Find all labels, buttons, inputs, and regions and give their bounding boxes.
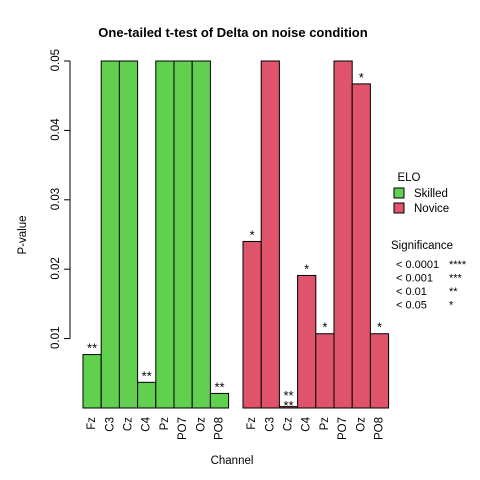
significance-threshold: < 0.0001 xyxy=(396,259,439,271)
x-tick-label: Fz xyxy=(86,417,98,430)
y-axis-label: P-value xyxy=(17,216,29,255)
x-tick-label: C3 xyxy=(264,417,276,432)
legend-swatch-skilled xyxy=(393,187,405,199)
significance-stars: **** xyxy=(449,259,467,271)
x-tick-label: PO7 xyxy=(177,417,189,440)
bar-skilled-po7 xyxy=(173,60,193,409)
significance-mark: ** xyxy=(87,341,97,356)
x-tick-label: Oz xyxy=(195,417,207,432)
x-axis-label: Channel xyxy=(211,455,254,467)
legend: ELO Skilled Novice xyxy=(393,172,449,215)
significance-mark: * xyxy=(322,320,327,335)
x-tick-label: PO8 xyxy=(214,417,226,440)
bar-skilled-po8 xyxy=(209,392,230,409)
x-tick-label: Cz xyxy=(123,417,135,431)
significance-mark: * xyxy=(250,227,255,242)
legend-title: ELO xyxy=(397,172,420,184)
significance-mark: ** xyxy=(142,368,152,383)
bar-skilled-oz xyxy=(191,60,211,409)
significance-mark: * xyxy=(359,70,364,85)
significance-threshold: < 0.01 xyxy=(396,286,427,298)
significance-stars: * xyxy=(449,300,454,312)
y-tick-label: 0.04 xyxy=(50,118,62,141)
significance-threshold: < 0.05 xyxy=(396,300,427,312)
bar-skilled-cz xyxy=(118,60,139,409)
significance-mark: * xyxy=(304,261,309,276)
legend-swatch-novice xyxy=(393,202,405,214)
x-tick-label: C3 xyxy=(104,417,116,432)
significance-stars: ** xyxy=(449,286,458,298)
bar-novice-oz xyxy=(351,83,371,409)
legend-label: Novice xyxy=(414,203,449,215)
chart-title: One-tailed t-test of Delta on noise cond… xyxy=(98,25,367,40)
bar-novice-pz xyxy=(315,333,335,409)
significance-threshold: < 0.001 xyxy=(396,273,433,285)
y-axis: 0.01 0.02 0.03 0.04 0.05 xyxy=(50,49,71,349)
significance-mark: ** xyxy=(283,398,293,413)
bar-novice-fz xyxy=(242,240,262,409)
bar-skilled-fz xyxy=(82,354,102,409)
x-tick-label: C4 xyxy=(141,416,153,431)
significance-title: Significance xyxy=(391,240,453,252)
x-tick-label: C4 xyxy=(301,416,313,431)
bar-novice-c4 xyxy=(297,274,317,409)
x-axis-ticks: Fz C3 Cz C4 Pz PO7 Oz PO8 Fz C3 Cz C4 Pz PO7 Oz PO8 xyxy=(86,416,385,440)
significance-mark: ** xyxy=(283,388,293,403)
y-tick-label: 0.01 xyxy=(50,327,62,349)
significance-mark: * xyxy=(377,320,382,335)
legend-label: Skilled xyxy=(414,188,448,200)
x-tick-label: Pz xyxy=(159,417,171,431)
x-tick-label: PO8 xyxy=(374,417,386,440)
x-tick-label: Cz xyxy=(283,417,295,431)
significance-stars: *** xyxy=(449,273,463,285)
significance-legend: Significance < 0.0001 ****< 0.001 ***< 0.0… xyxy=(391,240,467,312)
x-tick-label: PO7 xyxy=(337,417,349,440)
bar-novice-po7 xyxy=(333,60,353,409)
bar-skilled-c3 xyxy=(100,60,120,409)
bar-skilled-pz xyxy=(155,60,175,409)
x-tick-label: Fz xyxy=(246,417,258,430)
y-tick-label: 0.03 xyxy=(50,188,62,210)
x-tick-label: Pz xyxy=(319,417,331,431)
plot-area: *************** xyxy=(82,60,390,413)
bar-novice-po8 xyxy=(369,333,390,409)
y-tick-label: 0.05 xyxy=(50,49,62,71)
x-tick-label: Oz xyxy=(355,417,367,432)
bar-skilled-c4 xyxy=(137,381,157,409)
significance-mark: ** xyxy=(214,379,224,394)
y-tick-label: 0.02 xyxy=(50,257,62,279)
bar-novice-c3 xyxy=(260,60,280,409)
